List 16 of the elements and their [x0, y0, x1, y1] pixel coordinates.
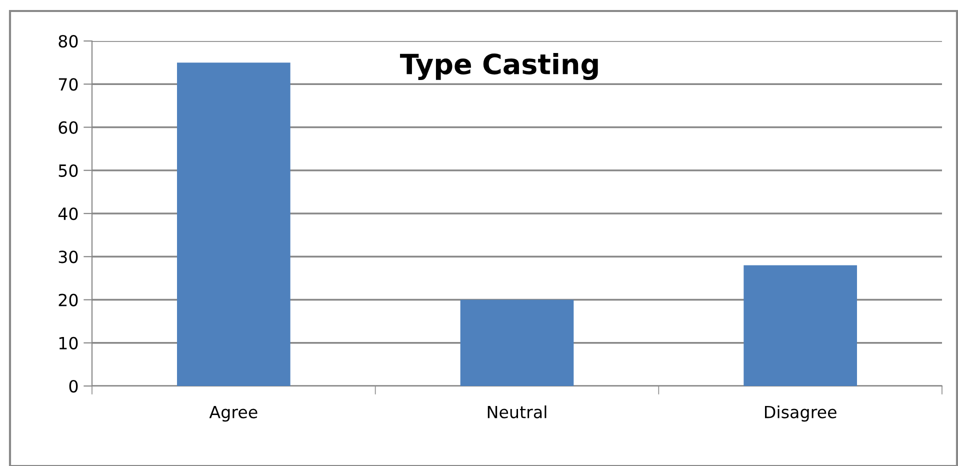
y-tick-label: 20	[58, 294, 78, 306]
bar	[460, 300, 574, 386]
x-tick-label: Disagree	[765, 405, 836, 422]
x-tick-label: Neutral	[488, 405, 546, 418]
bar	[177, 62, 290, 386]
y-tick-label: 70	[58, 78, 78, 91]
y-tick-label: 10	[59, 336, 78, 350]
x-tick-label: Agree	[209, 406, 258, 422]
y-tick-label: 80	[58, 34, 78, 48]
y-tick-label: 0	[69, 380, 78, 393]
bar	[744, 265, 857, 386]
y-tick-label: 50	[58, 164, 78, 177]
y-tick-label: 60	[58, 121, 78, 134]
y-tick-label: 40	[58, 207, 78, 220]
y-tick-label: 30	[58, 250, 78, 264]
chart-title: Type Casting	[400, 52, 598, 80]
